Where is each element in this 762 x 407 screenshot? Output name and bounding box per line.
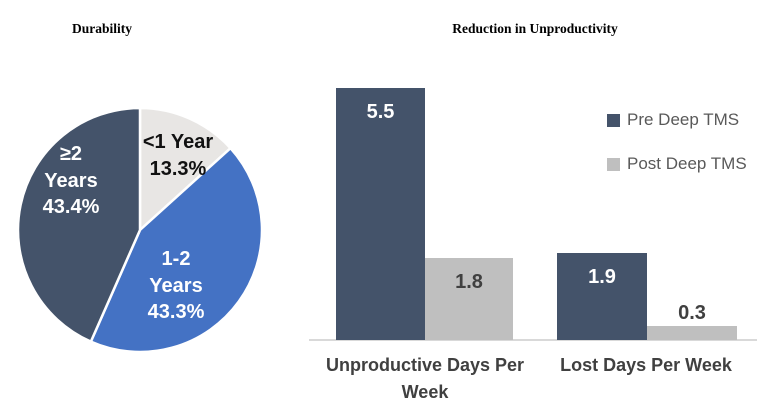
legend-item-pre-deep-tms: Pre Deep TMS <box>607 108 739 132</box>
pie-slice-1 <box>89 146 264 354</box>
category-label-lost-days: Lost Days Per Week <box>560 355 732 375</box>
bar-series0-category0 <box>336 88 425 340</box>
bar-value-label: 5.5 <box>366 101 395 123</box>
pie-chart <box>16 106 264 354</box>
bar-chart-title: Reduction in Unproductivity <box>452 21 618 36</box>
pie-slice-label: ≥2 Years 43.4% <box>42 143 100 218</box>
pie-slice-label: 1-2 Years 43.3% <box>147 248 205 323</box>
legend-swatch-icon <box>607 113 620 127</box>
bar-value-label: 1.9 <box>588 265 616 288</box>
bar-series0-category1 <box>557 252 647 340</box>
legend-item-label: Pre Deep TMS <box>627 110 740 129</box>
pie-slice-0 <box>138 106 232 232</box>
pie-slice-2 <box>16 106 142 343</box>
bar-value-label: 1.8 <box>455 270 483 293</box>
category-label-unproductive-days: Unproductive Days Per Week <box>325 355 525 402</box>
bar-series1-category0 <box>425 257 513 340</box>
bar-value-label: 0.3 <box>678 302 706 325</box>
legend-swatch-icon <box>607 157 620 171</box>
x-axis-line <box>309 339 757 341</box>
bar-series1-category1 <box>647 326 737 340</box>
legend-item-post-deep-tms: Post Deep TMS <box>607 152 747 176</box>
pie-chart-title: Durability <box>71 21 133 36</box>
pie-slice-label: <1 Year 13.3% <box>142 131 214 180</box>
legend-item-label: Post Deep TMS <box>627 154 747 173</box>
